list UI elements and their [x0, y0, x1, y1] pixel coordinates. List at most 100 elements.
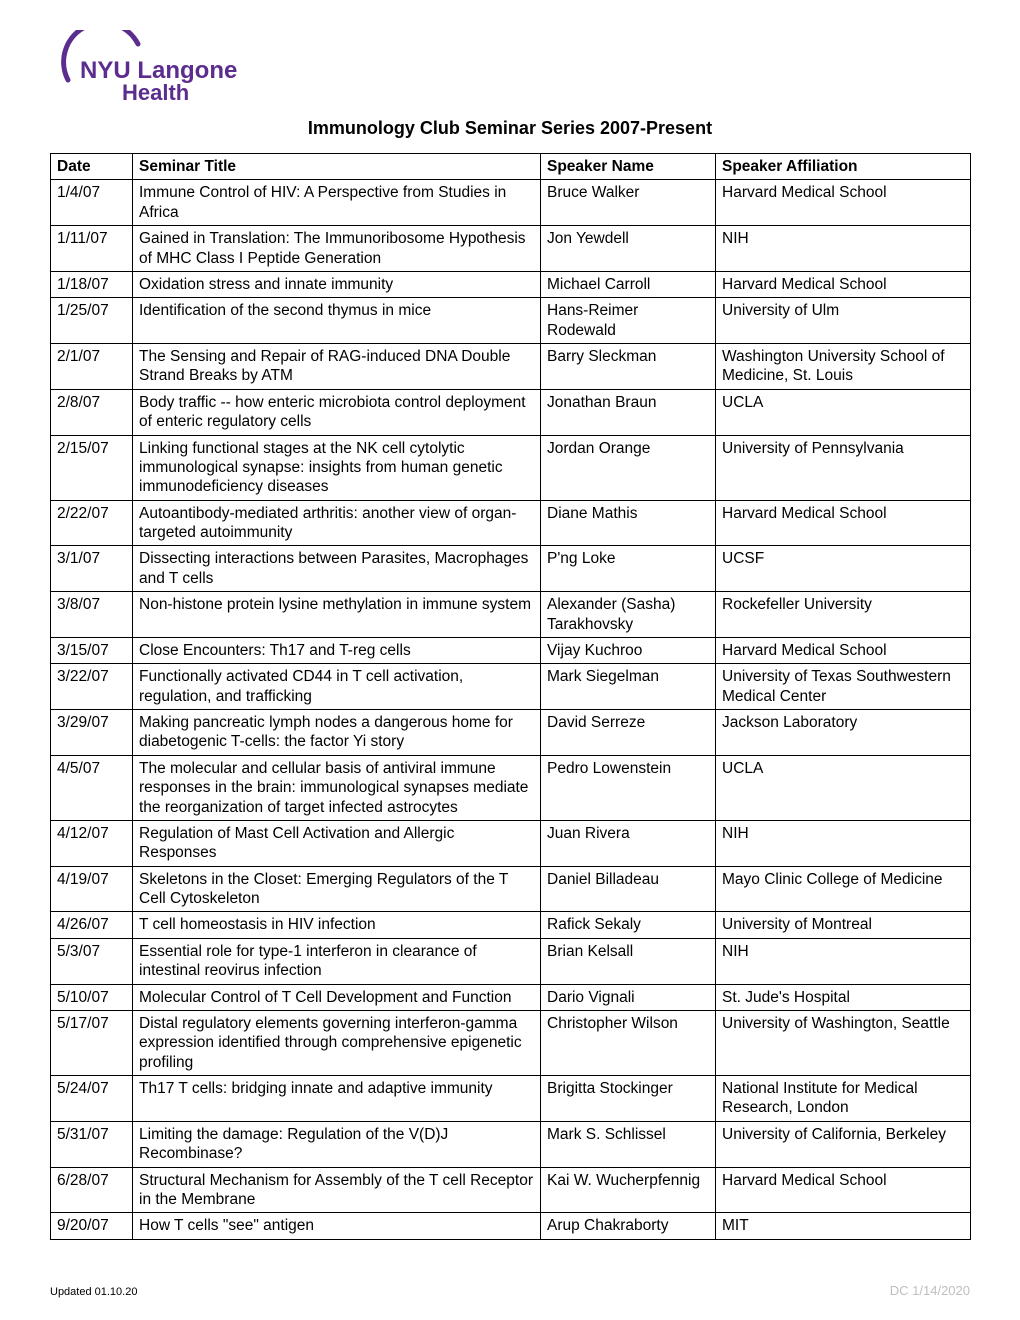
footer-updated: Updated 01.10.20	[50, 1286, 137, 1298]
cell-aff: St. Jude's Hospital	[716, 984, 971, 1010]
cell-aff: NIH	[716, 820, 971, 866]
cell-aff: Harvard Medical School	[716, 180, 971, 226]
cell-aff: Mayo Clinic College of Medicine	[716, 866, 971, 912]
cell-title: The Sensing and Repair of RAG-induced DN…	[133, 344, 541, 390]
table-row: 1/25/07Identification of the second thym…	[51, 298, 971, 344]
cell-date: 2/1/07	[51, 344, 133, 390]
cell-title: Gained in Translation: The Immunoribosom…	[133, 226, 541, 272]
cell-date: 9/20/07	[51, 1213, 133, 1239]
cell-name: Jonathan Braun	[541, 389, 716, 435]
cell-name: Bruce Walker	[541, 180, 716, 226]
cell-date: 3/8/07	[51, 592, 133, 638]
table-row: 3/22/07Functionally activated CD44 in T …	[51, 664, 971, 710]
cell-title: Identification of the second thymus in m…	[133, 298, 541, 344]
cell-aff: NIH	[716, 938, 971, 984]
cell-title: T cell homeostasis in HIV infection	[133, 912, 541, 938]
cell-date: 6/28/07	[51, 1167, 133, 1213]
table-row: 5/24/07Th17 T cells: bridging innate and…	[51, 1076, 971, 1122]
cell-aff: Harvard Medical School	[716, 271, 971, 297]
cell-name: Juan Rivera	[541, 820, 716, 866]
cell-aff: National Institute for Medical Research,…	[716, 1076, 971, 1122]
cell-aff: Harvard Medical School	[716, 637, 971, 663]
cell-title: Body traffic -- how enteric microbiota c…	[133, 389, 541, 435]
cell-name: Mark Siegelman	[541, 664, 716, 710]
cell-aff: University of Texas Southwestern Medical…	[716, 664, 971, 710]
cell-aff: University of California, Berkeley	[716, 1121, 971, 1167]
table-row: 4/26/07T cell homeostasis in HIV infecti…	[51, 912, 971, 938]
cell-date: 3/1/07	[51, 546, 133, 592]
cell-title: Making pancreatic lymph nodes a dangerou…	[133, 710, 541, 756]
cell-aff: University of Washington, Seattle	[716, 1010, 971, 1075]
col-header-title: Seminar Title	[133, 154, 541, 180]
cell-title: Oxidation stress and innate immunity	[133, 271, 541, 297]
cell-aff: University of Ulm	[716, 298, 971, 344]
table-row: 9/20/07How T cells "see" antigenArup Cha…	[51, 1213, 971, 1239]
cell-title: Non-histone protein lysine methylation i…	[133, 592, 541, 638]
cell-aff: NIH	[716, 226, 971, 272]
cell-aff: Rockefeller University	[716, 592, 971, 638]
cell-name: David Serreze	[541, 710, 716, 756]
cell-title: Skeletons in the Closet: Emerging Regula…	[133, 866, 541, 912]
cell-date: 2/15/07	[51, 435, 133, 500]
cell-aff: Washington University School of Medicine…	[716, 344, 971, 390]
cell-date: 1/4/07	[51, 180, 133, 226]
table-row: 3/29/07Making pancreatic lymph nodes a d…	[51, 710, 971, 756]
table-row: 5/17/07Distal regulatory elements govern…	[51, 1010, 971, 1075]
table-row: 6/28/07Structural Mechanism for Assembly…	[51, 1167, 971, 1213]
cell-title: How T cells "see" antigen	[133, 1213, 541, 1239]
cell-title: Linking functional stages at the NK cell…	[133, 435, 541, 500]
table-header-row: Date Seminar Title Speaker Name Speaker …	[51, 154, 971, 180]
cell-date: 3/15/07	[51, 637, 133, 663]
cell-title: Molecular Control of T Cell Development …	[133, 984, 541, 1010]
page-title: Immunology Club Seminar Series 2007-Pres…	[50, 118, 970, 139]
cell-date: 2/22/07	[51, 500, 133, 546]
footer-timestamp: DC 1/14/2020	[890, 1283, 970, 1298]
table-row: 2/8/07Body traffic -- how enteric microb…	[51, 389, 971, 435]
cell-date: 1/18/07	[51, 271, 133, 297]
cell-name: Michael Carroll	[541, 271, 716, 297]
cell-name: P'ng Loke	[541, 546, 716, 592]
cell-title: Limiting the damage: Regulation of the V…	[133, 1121, 541, 1167]
cell-date: 5/17/07	[51, 1010, 133, 1075]
cell-title: Functionally activated CD44 in T cell ac…	[133, 664, 541, 710]
cell-title: Regulation of Mast Cell Activation and A…	[133, 820, 541, 866]
cell-aff: UCSF	[716, 546, 971, 592]
cell-title: Immune Control of HIV: A Perspective fro…	[133, 180, 541, 226]
cell-aff: UCLA	[716, 755, 971, 820]
table-row: 4/12/07Regulation of Mast Cell Activatio…	[51, 820, 971, 866]
cell-name: Rafick Sekaly	[541, 912, 716, 938]
cell-title: Distal regulatory elements governing int…	[133, 1010, 541, 1075]
cell-name: Kai W. Wucherpfennig	[541, 1167, 716, 1213]
cell-date: 1/25/07	[51, 298, 133, 344]
table-row: 2/1/07The Sensing and Repair of RAG-indu…	[51, 344, 971, 390]
cell-name: Dario Vignali	[541, 984, 716, 1010]
cell-title: Dissecting interactions between Parasite…	[133, 546, 541, 592]
table-row: 5/10/07Molecular Control of T Cell Devel…	[51, 984, 971, 1010]
cell-aff: University of Pennsylvania	[716, 435, 971, 500]
cell-name: Jordan Orange	[541, 435, 716, 500]
cell-name: Brigitta Stockinger	[541, 1076, 716, 1122]
cell-date: 5/3/07	[51, 938, 133, 984]
cell-name: Vijay Kuchroo	[541, 637, 716, 663]
col-header-name: Speaker Name	[541, 154, 716, 180]
cell-name: Mark S. Schlissel	[541, 1121, 716, 1167]
cell-aff: University of Montreal	[716, 912, 971, 938]
logo-text-sub: Health	[122, 80, 189, 105]
cell-aff: MIT	[716, 1213, 971, 1239]
cell-aff: Harvard Medical School	[716, 500, 971, 546]
table-row: 3/1/07Dissecting interactions between Pa…	[51, 546, 971, 592]
cell-date: 4/26/07	[51, 912, 133, 938]
cell-date: 4/12/07	[51, 820, 133, 866]
cell-name: Brian Kelsall	[541, 938, 716, 984]
cell-date: 1/11/07	[51, 226, 133, 272]
col-header-aff: Speaker Affiliation	[716, 154, 971, 180]
table-row: 1/18/07Oxidation stress and innate immun…	[51, 271, 971, 297]
cell-title: Essential role for type-1 interferon in …	[133, 938, 541, 984]
cell-name: Pedro Lowenstein	[541, 755, 716, 820]
cell-aff: Jackson Laboratory	[716, 710, 971, 756]
cell-aff: Harvard Medical School	[716, 1167, 971, 1213]
table-row: 3/15/07Close Encounters: Th17 and T-reg …	[51, 637, 971, 663]
table-row: 2/15/07Linking functional stages at the …	[51, 435, 971, 500]
table-row: 2/22/07Autoantibody-mediated arthritis: …	[51, 500, 971, 546]
cell-date: 4/5/07	[51, 755, 133, 820]
